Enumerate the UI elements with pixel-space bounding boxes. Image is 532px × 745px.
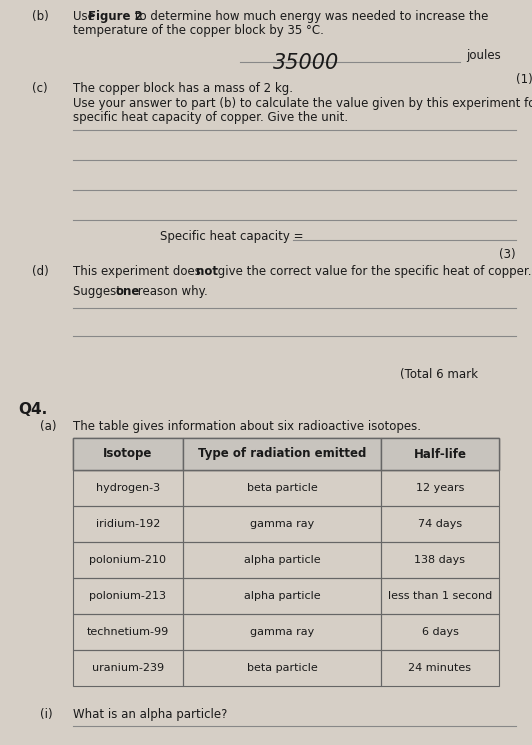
Text: joules: joules — [466, 49, 501, 62]
Bar — [73, 542, 183, 578]
Bar — [183, 470, 381, 506]
Text: technetium-99: technetium-99 — [87, 627, 169, 637]
Bar — [381, 470, 499, 506]
Text: Q4.: Q4. — [18, 402, 47, 417]
Text: Figure 2: Figure 2 — [88, 10, 143, 23]
Text: Type of radiation emitted: Type of radiation emitted — [198, 448, 366, 460]
Text: Isotope: Isotope — [103, 448, 153, 460]
Text: hydrogen-3: hydrogen-3 — [96, 483, 160, 493]
Bar — [183, 542, 381, 578]
Text: Specific heat capacity =: Specific heat capacity = — [160, 230, 307, 243]
Text: (d): (d) — [32, 265, 49, 278]
Text: 12 years: 12 years — [416, 483, 464, 493]
Text: gamma ray: gamma ray — [250, 519, 314, 529]
Bar — [183, 578, 381, 614]
Text: Use: Use — [73, 10, 98, 23]
Text: reason why.: reason why. — [134, 285, 208, 298]
Text: gamma ray: gamma ray — [250, 627, 314, 637]
Text: (i): (i) — [40, 708, 53, 721]
Text: (1): (1) — [516, 73, 532, 86]
Text: less than 1 second: less than 1 second — [388, 591, 492, 601]
Bar — [183, 650, 381, 686]
Text: The table gives information about six radioactive isotopes.: The table gives information about six ra… — [73, 420, 421, 433]
Bar — [73, 470, 183, 506]
Text: (Total 6 mark: (Total 6 mark — [400, 368, 478, 381]
Text: give the correct value for the specific heat of copper.: give the correct value for the specific … — [214, 265, 531, 278]
Text: temperature of the copper block by 35 °C.: temperature of the copper block by 35 °C… — [73, 24, 324, 37]
Text: Half-life: Half-life — [413, 448, 467, 460]
Text: one: one — [116, 285, 140, 298]
Bar — [381, 506, 499, 542]
Text: specific heat capacity of copper. Give the unit.: specific heat capacity of copper. Give t… — [73, 111, 348, 124]
Text: polonium-210: polonium-210 — [89, 555, 167, 565]
Text: (a): (a) — [40, 420, 56, 433]
Text: 24 minutes: 24 minutes — [409, 663, 471, 673]
Text: This experiment does: This experiment does — [73, 265, 205, 278]
Bar — [73, 578, 183, 614]
Text: The copper block has a mass of 2 kg.: The copper block has a mass of 2 kg. — [73, 82, 293, 95]
Text: polonium-213: polonium-213 — [89, 591, 167, 601]
Text: 6 days: 6 days — [421, 627, 459, 637]
Text: alpha particle: alpha particle — [244, 591, 320, 601]
Text: (c): (c) — [32, 82, 48, 95]
Text: (b): (b) — [32, 10, 49, 23]
Text: beta particle: beta particle — [247, 483, 318, 493]
Bar — [381, 578, 499, 614]
Text: 138 days: 138 days — [414, 555, 466, 565]
Text: alpha particle: alpha particle — [244, 555, 320, 565]
Bar — [73, 614, 183, 650]
Bar — [73, 438, 183, 470]
Text: Use your answer to part (b) to calculate the value given by this experiment for : Use your answer to part (b) to calculate… — [73, 97, 532, 110]
Bar — [381, 438, 499, 470]
Bar — [381, 542, 499, 578]
Bar — [73, 650, 183, 686]
Text: 74 days: 74 days — [418, 519, 462, 529]
Text: (3): (3) — [500, 248, 516, 261]
Bar — [73, 506, 183, 542]
Bar — [183, 614, 381, 650]
Text: to determine how much energy was needed to increase the: to determine how much energy was needed … — [131, 10, 488, 23]
Text: iridium-192: iridium-192 — [96, 519, 160, 529]
Bar — [183, 506, 381, 542]
Bar — [73, 438, 499, 470]
Bar — [381, 614, 499, 650]
Text: beta particle: beta particle — [247, 663, 318, 673]
Text: What is an alpha particle?: What is an alpha particle? — [73, 708, 227, 721]
Bar — [183, 438, 381, 470]
Text: 35000: 35000 — [273, 53, 339, 73]
Bar — [381, 650, 499, 686]
Text: Suggest: Suggest — [73, 285, 124, 298]
Text: uranium-239: uranium-239 — [92, 663, 164, 673]
Text: not: not — [196, 265, 218, 278]
